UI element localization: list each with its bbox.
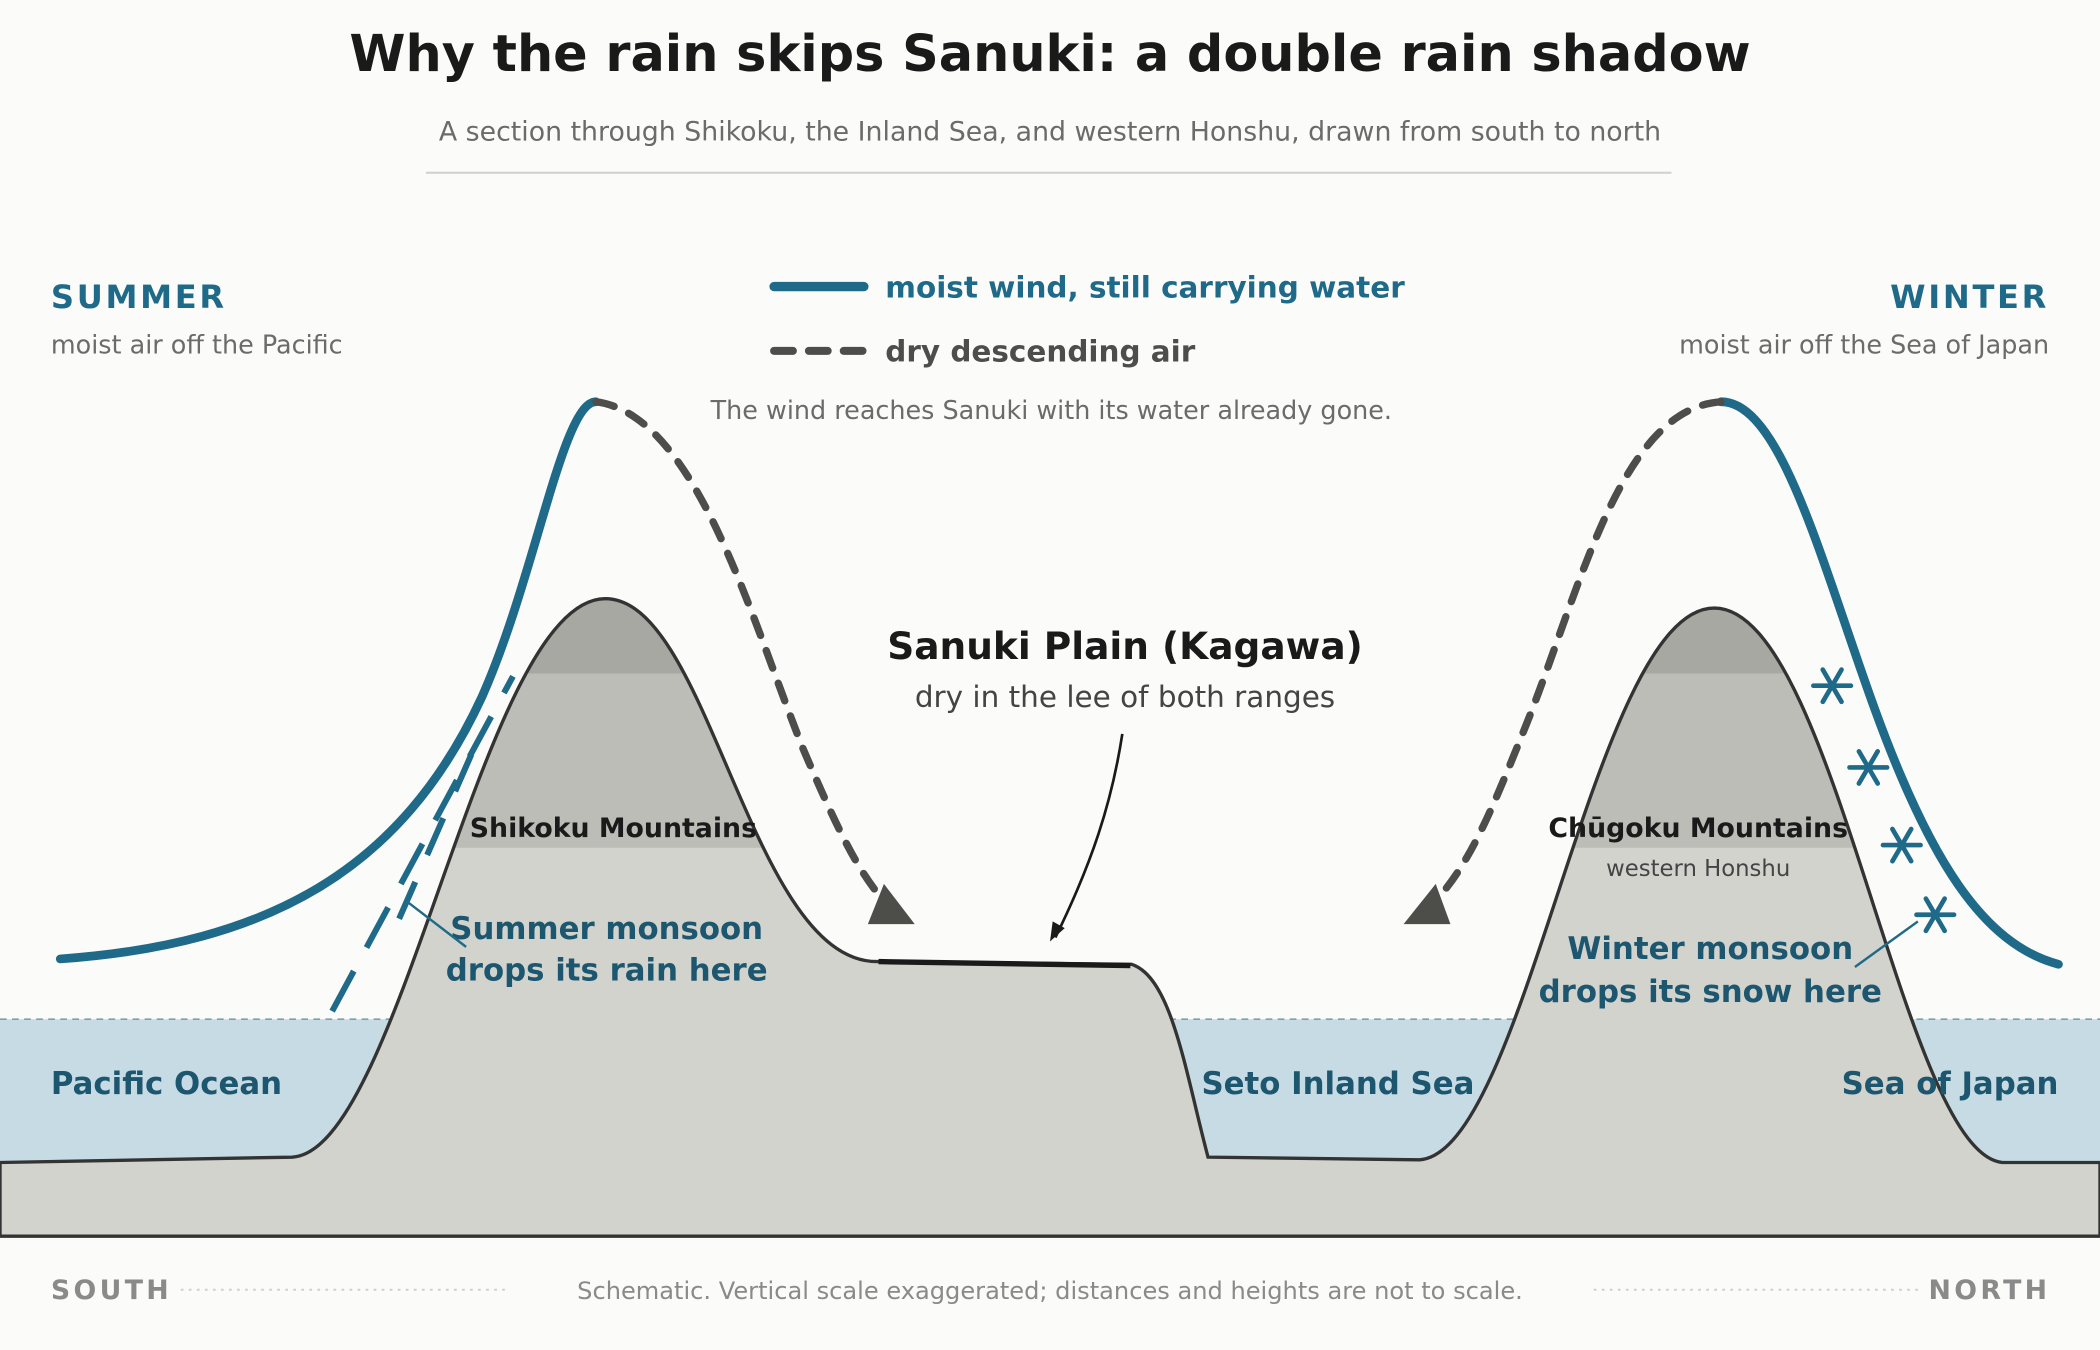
caption: The wind reaches Sanuki with its water a…	[710, 395, 1392, 425]
winter-dry-wind	[1422, 398, 1725, 915]
winter-label: WINTER	[1890, 278, 2049, 316]
mountain-note: western Honshu	[1606, 856, 1790, 882]
plain-pointer	[1054, 733, 1124, 939]
plain-title: Sanuki Plain (Kagawa)	[887, 624, 1363, 668]
footer-note: Schematic. Vertical scale exaggerated; d…	[577, 1277, 1523, 1305]
south-label: SOUTH	[51, 1275, 172, 1306]
winter-moist-wind	[1716, 397, 2063, 969]
annotation-line: Winter monsoon	[1567, 931, 1853, 967]
subtitle: A section through Shikoku, the Inland Se…	[439, 117, 1661, 148]
summer-moist-wind	[55, 397, 601, 964]
mountain-label: Chūgoku Mountains	[1548, 813, 1848, 844]
summer-label: SUMMER	[51, 278, 227, 316]
summer-dry-wind	[592, 398, 904, 922]
annotation-line: drops its snow here	[1539, 974, 1882, 1010]
summer-note: moist air off the Pacific	[51, 330, 343, 360]
snowflakes	[1811, 667, 1957, 934]
water-label: Sea of Japan	[1842, 1066, 2059, 1102]
winter-arrowhead	[1403, 883, 1451, 925]
annotation-line: Summer monsoon	[450, 911, 763, 947]
plain-pointer-head	[1050, 921, 1065, 942]
summer-arrowhead	[867, 883, 915, 925]
annotation-pointer	[1854, 920, 1919, 968]
annotation-line: drops its rain here	[446, 952, 768, 988]
sanuki-plain	[878, 958, 1131, 969]
annotation-pointer	[407, 901, 467, 948]
plain-note: dry in the lee of both ranges	[915, 680, 1335, 714]
legend-dry: dry descending air	[885, 335, 1196, 369]
rain-streak	[396, 728, 485, 920]
north-label: NORTH	[1928, 1275, 2050, 1306]
winter-note: moist air off the Sea of Japan	[1679, 330, 2049, 360]
terrain-outline	[0, 596, 2100, 1238]
water-label: Seto Inland Sea	[1201, 1066, 1474, 1102]
legend-moist: moist wind, still carrying water	[885, 270, 1405, 304]
water-label: Pacific Ocean	[51, 1066, 282, 1102]
mountain-label: Shikoku Mountains	[470, 813, 757, 844]
title: Why the rain skips Sanuki: a double rain…	[349, 25, 1750, 84]
rain-streak	[329, 674, 516, 1013]
